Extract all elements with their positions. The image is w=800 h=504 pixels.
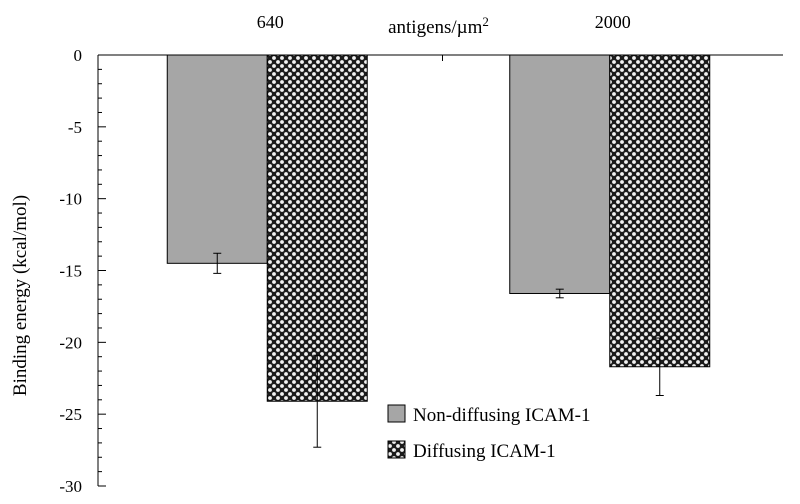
category-label-640: 640 [257, 12, 284, 32]
legend: Non-diffusing ICAM-1 Diffusing ICAM-1 [387, 404, 591, 462]
legend-swatch-non-diffusing [387, 404, 406, 423]
y-tick-label: -10 [59, 190, 82, 209]
bar-non-diffusing-640 [166, 54, 268, 264]
y-tick-label: -15 [59, 262, 82, 281]
y-ticks-layer: 0 -5 -10 -15 -20 -25 -30 [59, 46, 443, 496]
x-axis-title: antigens/µm2 [388, 14, 489, 38]
y-tick-label: -30 [59, 477, 82, 496]
legend-label-non-diffusing: Non-diffusing ICAM-1 [413, 405, 591, 426]
bars-layer [166, 54, 711, 402]
category-label-2000: 2000 [595, 12, 631, 32]
x-axis-title-superscript: 2 [482, 14, 489, 29]
x-axis-title-text: antigens/µm [388, 17, 483, 38]
legend-label-diffusing: Diffusing ICAM-1 [413, 441, 556, 462]
y-tick-label: -5 [68, 118, 82, 137]
legend-swatch-diffusing [387, 440, 406, 459]
bar-diffusing-640 [266, 54, 368, 402]
category-labels-layer: 640 2000 [257, 12, 631, 32]
y-tick-label: -20 [59, 333, 82, 352]
bar-diffusing-2000 [609, 54, 711, 368]
error-bars-layer [213, 252, 664, 448]
y-tick-label: -25 [59, 405, 82, 424]
bar-non-diffusing-2000 [509, 54, 611, 294]
y-axis-title: Binding energy (kcal/mol) [10, 195, 31, 396]
y-tick-label: 0 [74, 46, 83, 65]
